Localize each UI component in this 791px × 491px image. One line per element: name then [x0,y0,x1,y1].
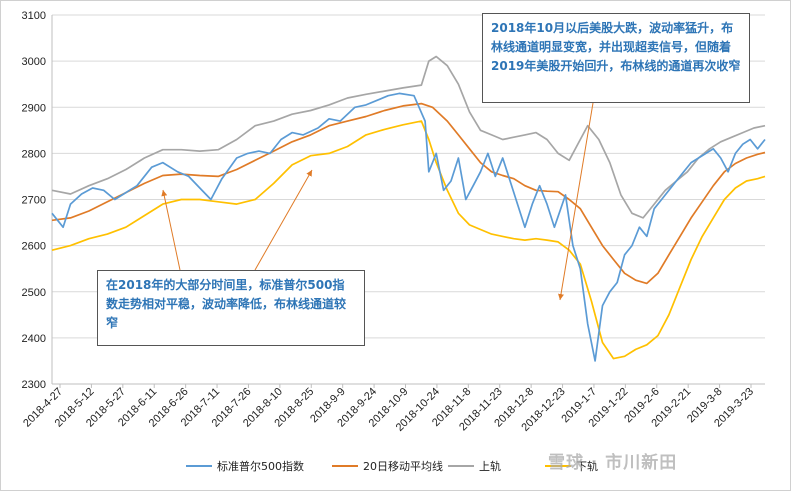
legend: 标准普尔500指数 20日移动平均线 上轨 下轨 [186,459,598,473]
watermark-text: 雪球 · 市川新田 [548,453,678,473]
y-tick-label: 2500 [22,287,46,299]
legend-label: 下轨 [576,459,598,473]
legend-label: 20日移动平均线 [363,459,443,473]
watermark-logo: 雪球 · 市川新田 [548,448,677,473]
arrow-to-august [254,169,313,271]
y-tick-label: 3000 [22,56,46,68]
y-tick-label: 2300 [22,379,46,391]
y-tick-label: 2800 [22,148,46,160]
annotation-text-october: 2018年10月以后美股大跌，波动率猛升，布林线通道明显变宽，并出现超卖信号，但… [491,21,741,73]
series-lines [51,55,766,362]
y-axis-ticks: 2300 2400 2500 2600 2700 2800 2900 3000 3100 [22,10,46,391]
legend-label: 标准普尔500指数 [217,459,304,473]
annotation-box-stable: 在2018年的大部分时间里，标准普尔500指数走势相对平稳，波动率降低，布林线通… [97,270,365,346]
y-tick-label: 2400 [22,333,46,345]
legend-label: 上轨 [479,459,501,473]
arrow-to-june [161,189,181,271]
series-line-1 [51,102,766,285]
annotation-arrows [161,102,594,301]
annotation-box-october: 2018年10月以后美股大跌，波动率猛升，布林线通道明显变宽，并出现超卖信号，但… [482,13,750,103]
series-line-2 [51,55,766,219]
y-tick-label: 2900 [22,102,46,114]
series-line-3 [51,120,766,360]
y-tick-label: 3100 [22,10,46,22]
arrow-to-oversold [558,102,594,301]
y-tick-label: 2700 [22,195,46,207]
y-tick-label: 2600 [22,241,46,253]
series-line-0 [51,92,766,362]
annotation-text-stable: 在2018年的大部分时间里，标准普尔500指数走势相对平稳，波动率降低，布林线通… [106,278,347,330]
